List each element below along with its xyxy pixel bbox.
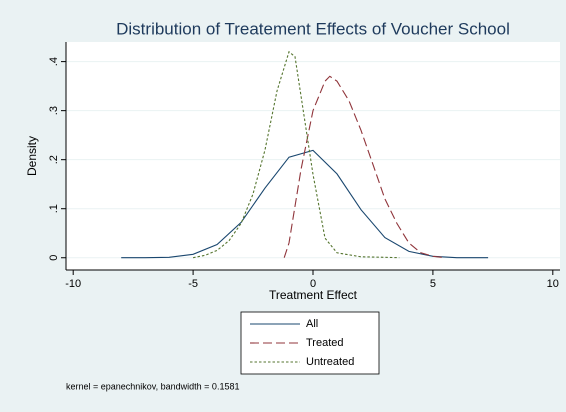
legend-label: Untreated bbox=[306, 356, 354, 368]
legend-label: All bbox=[306, 318, 318, 330]
y-tick-label: .3 bbox=[48, 106, 60, 115]
y-tick-label: .1 bbox=[48, 204, 60, 213]
series-line bbox=[121, 149, 489, 259]
note: kernel = epanechnikov, bandwidth = 0.158… bbox=[66, 381, 239, 391]
x-tick-label: 5 bbox=[430, 278, 436, 290]
y-tick-label: 0 bbox=[48, 255, 60, 261]
x-axis-title: Treatment Effect bbox=[269, 288, 358, 302]
x-tick-label: 0 bbox=[310, 278, 316, 290]
y-axis-title: Density bbox=[25, 136, 39, 176]
y-tick-label: .2 bbox=[48, 155, 60, 164]
x-tick-label: 10 bbox=[547, 278, 559, 290]
legend-label: Treated bbox=[306, 337, 344, 349]
x-tick-label: -10 bbox=[65, 278, 81, 290]
chart-title: Distribution of Treatement Effects of Vo… bbox=[116, 19, 510, 38]
plot-area bbox=[66, 42, 560, 270]
series-line bbox=[283, 75, 445, 259]
x-tick-label: -5 bbox=[188, 278, 198, 290]
series-line bbox=[192, 50, 400, 259]
y-tick-label: .4 bbox=[48, 57, 60, 66]
